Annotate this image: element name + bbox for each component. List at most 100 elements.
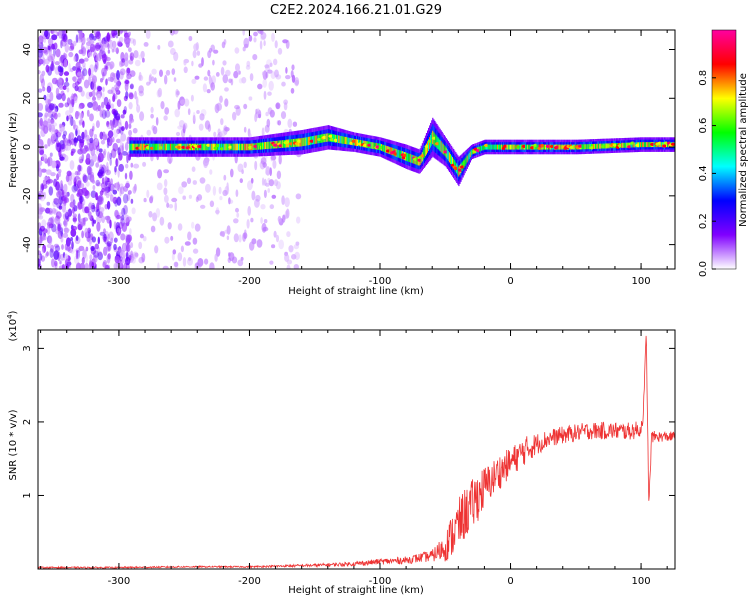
heatmap-cell <box>38 164 41 172</box>
heatmap-cell <box>192 111 196 122</box>
heatmap-cell <box>51 77 58 85</box>
heatmap-cell <box>425 143 428 155</box>
heatmap-cell <box>151 76 155 82</box>
heatmap-cell <box>220 143 222 151</box>
heatmap-cell <box>81 70 85 81</box>
heatmap-cell <box>163 115 168 121</box>
heatmap-cell <box>528 144 530 150</box>
heatmap-cell <box>114 255 121 264</box>
heatmap-cell <box>508 144 510 150</box>
heatmap-cell <box>628 142 630 148</box>
heatmap-cell <box>106 241 112 247</box>
heatmap-cell <box>97 211 103 219</box>
heatmap-cell <box>69 160 75 170</box>
heatmap-cell <box>265 111 269 117</box>
heatmap-cell <box>82 174 88 184</box>
heatmap-cell <box>78 49 84 55</box>
heatmap-cell <box>383 144 385 152</box>
heatmap-cell <box>115 116 121 121</box>
heatmap-cell <box>234 104 240 110</box>
heatmap-cell <box>247 205 251 216</box>
heatmap-cell <box>243 143 245 151</box>
heatmap-cell <box>46 201 51 206</box>
heatmap-cell <box>58 195 63 206</box>
heatmap-cell <box>281 140 283 148</box>
heatmap-cell <box>89 238 92 247</box>
heatmap-cell <box>97 86 103 92</box>
heatmap-cell <box>96 251 103 257</box>
heatmap-cell <box>337 135 339 143</box>
heatmap-cell <box>296 216 301 224</box>
heatmap-cell <box>84 190 90 199</box>
heatmap-cell <box>65 174 70 183</box>
heatmap-cell <box>148 211 153 218</box>
heatmap-cell <box>632 142 634 148</box>
heatmap-cell <box>409 153 411 163</box>
heatmap-cell <box>75 34 79 44</box>
heatmap-cell <box>191 166 196 172</box>
heatmap-cell <box>159 216 165 226</box>
heatmap-cell <box>205 183 211 193</box>
heatmap-cell <box>271 194 277 199</box>
heatmap-cell <box>95 120 100 128</box>
heatmap-cell <box>263 90 267 100</box>
heatmap-cell <box>583 144 585 150</box>
heatmap-cell <box>71 241 74 250</box>
heatmap-cell <box>178 186 184 195</box>
heatmap-cell <box>284 210 289 220</box>
heatmap-cell <box>51 133 57 141</box>
heatmap-cell <box>269 62 273 67</box>
heatmap-cell <box>102 261 106 268</box>
heatmap-cell <box>63 154 69 162</box>
heatmap-cell <box>142 57 145 63</box>
heatmap-cell <box>192 50 197 59</box>
heatmap-cell <box>61 196 68 205</box>
heatmap-cell <box>341 136 343 144</box>
heatmap-cell <box>125 91 129 100</box>
heatmap-cell <box>222 189 228 197</box>
heatmap-cell <box>60 54 66 64</box>
heatmap-cell <box>212 185 217 196</box>
heatmap-cell <box>49 248 54 259</box>
heatmap-cell <box>290 87 295 94</box>
heatmap-cell <box>502 144 504 150</box>
heatmap-cell <box>93 64 98 73</box>
heatmap-cell <box>202 143 204 151</box>
heatmap-cell <box>251 143 253 151</box>
heatmap-cell <box>183 59 187 66</box>
heatmap-cell <box>486 144 488 150</box>
heatmap-cell <box>57 222 62 229</box>
heatmap-cell <box>596 143 598 149</box>
heatmap-cell <box>74 96 78 104</box>
heatmap-cell <box>109 61 115 69</box>
heatmap-cell <box>152 126 158 135</box>
heatmap-cell <box>509 144 511 150</box>
heatmap-cell <box>113 262 119 269</box>
heatmap-cell <box>139 111 145 122</box>
heatmap-cell <box>86 236 91 242</box>
heatmap-cell <box>105 78 108 86</box>
heatmap-cell <box>195 224 201 232</box>
heatmap-cell <box>61 202 66 213</box>
heatmap-cell <box>160 101 165 110</box>
y-tick-label: 0 <box>22 144 33 150</box>
heatmap-cell <box>204 120 211 130</box>
heatmap-cell <box>78 58 85 64</box>
heatmap-cell <box>168 204 174 209</box>
heatmap-cell <box>88 75 91 86</box>
heatmap-cell <box>134 143 136 151</box>
heatmap-cell <box>258 113 262 119</box>
heatmap-cell <box>60 180 63 187</box>
heatmap-cell <box>335 134 337 143</box>
heatmap-cell <box>47 179 54 184</box>
heatmap-cell <box>200 204 206 209</box>
heatmap-cell <box>234 143 236 151</box>
heatmap-cell <box>50 113 54 120</box>
heatmap-cell <box>91 153 97 163</box>
heatmap-cell <box>396 149 398 158</box>
heatmap-cell <box>328 133 330 142</box>
heatmap-cell <box>54 245 61 252</box>
heatmap-cell <box>117 78 121 88</box>
heatmap-cell <box>463 159 465 168</box>
heatmap-cell <box>47 207 53 214</box>
